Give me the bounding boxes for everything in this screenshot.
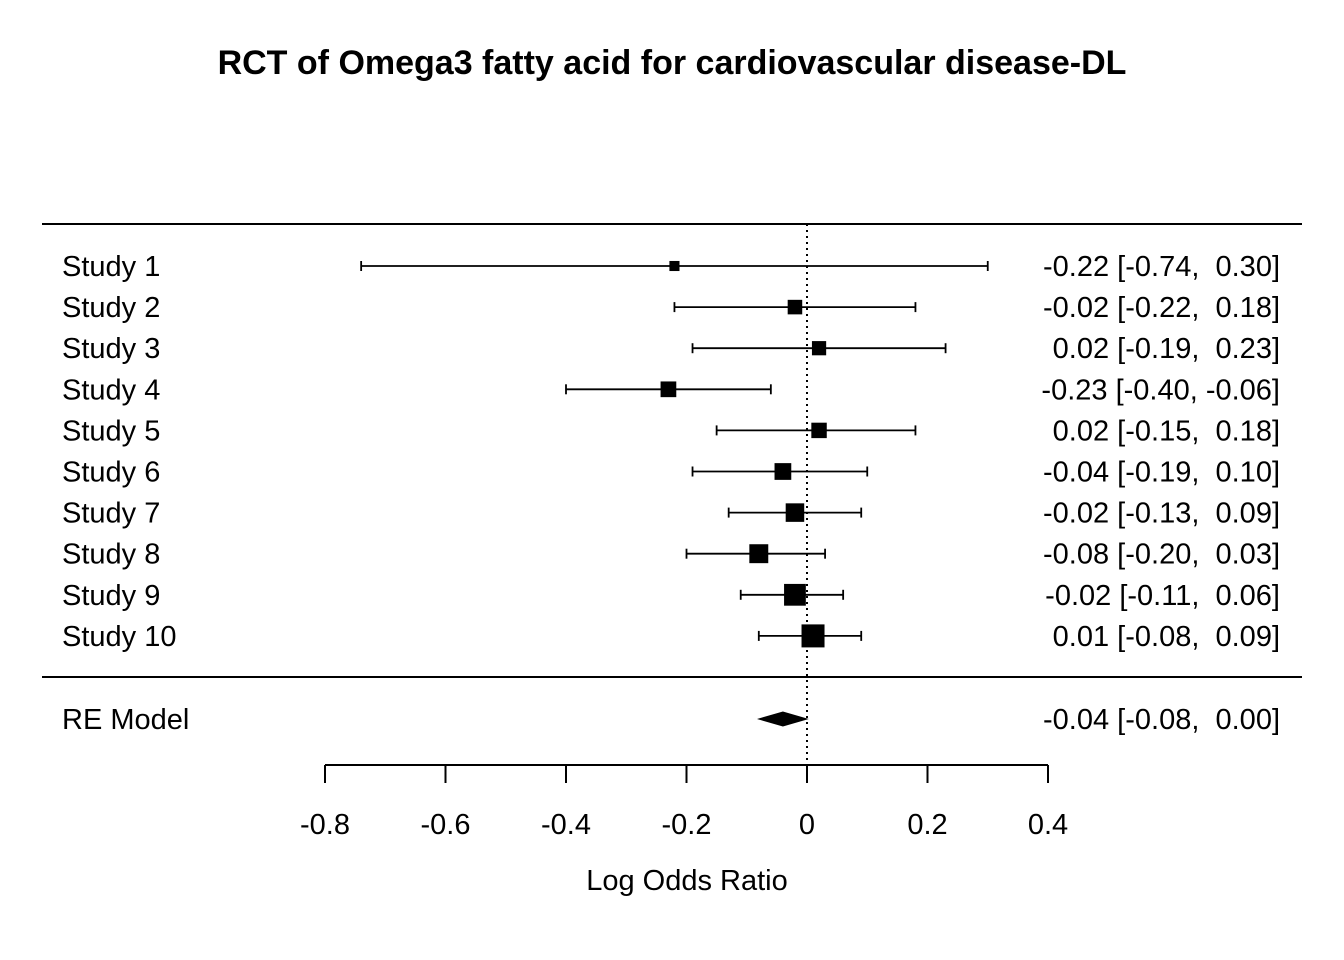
study-label: Study 6 — [62, 457, 160, 489]
study-label: Study 1 — [62, 251, 160, 283]
estimate-text: 0.02 [-0.15, 0.18] — [1053, 415, 1280, 447]
study-label: Study 5 — [62, 415, 160, 447]
point-estimate — [785, 503, 805, 522]
study-label: Study 3 — [62, 333, 160, 365]
point-estimate — [774, 463, 792, 480]
point-estimate — [801, 624, 825, 648]
estimate-text: -0.02 [-0.22, 0.18] — [1043, 292, 1280, 324]
study-row: Study 5 0.02 [-0.15, 0.18] — [62, 415, 1280, 447]
x-tick-label: -0.2 — [662, 809, 712, 841]
point-estimate — [811, 341, 827, 356]
estimate-text: 0.01 [-0.08, 0.09] — [1053, 621, 1280, 653]
estimate-text: -0.23 [-0.40, -0.06] — [1041, 374, 1280, 406]
point-estimate — [749, 544, 769, 564]
study-row: Study 9 -0.02 [-0.11, 0.06] — [62, 580, 1280, 612]
study-row: Study 8 -0.08 [-0.20, 0.03] — [62, 539, 1280, 571]
x-tick-label: -0.6 — [421, 809, 471, 841]
study-label: Study 9 — [62, 580, 160, 612]
x-tick-label: 0 — [799, 809, 815, 841]
point-estimate — [784, 583, 806, 606]
study-label: Study 7 — [62, 498, 160, 530]
summary-label: RE Model — [62, 704, 189, 736]
study-row: Study 10 0.01 [-0.08, 0.09] — [62, 621, 1280, 653]
point-estimate — [811, 422, 827, 439]
study-label: Study 8 — [62, 539, 160, 571]
chart-title: RCT of Omega3 fatty acid for cardiovascu… — [218, 44, 1127, 82]
study-row: Study 1 -0.22 [-0.74, 0.30] — [62, 251, 1280, 283]
estimate-text: -0.04 [-0.19, 0.10] — [1043, 457, 1280, 489]
study-row: Study 3 0.02 [-0.19, 0.23] — [62, 333, 1280, 365]
estimate-text: -0.08 [-0.20, 0.03] — [1043, 539, 1280, 571]
estimate-text: -0.22 [-0.74, 0.30] — [1043, 251, 1280, 283]
study-row: Study 6 -0.04 [-0.19, 0.10] — [62, 457, 1280, 489]
study-label: Study 10 — [62, 621, 176, 653]
study-row: Study 4 -0.23 [-0.40, -0.06] — [62, 374, 1280, 406]
point-estimate — [669, 260, 680, 272]
x-tick-label: 0.2 — [907, 809, 947, 841]
x-axis-label: Log Odds Ratio — [586, 865, 788, 897]
x-tick-label: -0.8 — [300, 809, 350, 841]
study-row: Study 7 -0.02 [-0.13, 0.09] — [62, 498, 1280, 530]
point-estimate — [660, 381, 677, 398]
summary-row: RE Model -0.04 [-0.08, 0.00] — [62, 704, 1280, 736]
estimate-text: -0.02 [-0.13, 0.09] — [1043, 498, 1280, 530]
study-row: Study 2 -0.02 [-0.22, 0.18] — [62, 292, 1280, 324]
study-rows: Study 1 -0.22 [-0.74, 0.30] Study 2 -0.02 [… — [62, 251, 1280, 653]
x-axis: -0.8 -0.6 -0.4 -0.2 0 0.2 0.4 — [300, 764, 1068, 841]
summary-diamond — [757, 711, 809, 727]
study-label: Study 2 — [62, 292, 160, 324]
x-tick-label: 0.4 — [1028, 809, 1068, 841]
summary-estimate-text: -0.04 [-0.08, 0.00] — [1043, 704, 1280, 736]
study-label: Study 4 — [62, 374, 160, 406]
estimate-text: -0.02 [-0.11, 0.06] — [1045, 580, 1280, 612]
estimate-text: 0.02 [-0.19, 0.23] — [1053, 333, 1280, 365]
point-estimate — [787, 299, 803, 315]
x-tick-label: -0.4 — [541, 809, 591, 841]
